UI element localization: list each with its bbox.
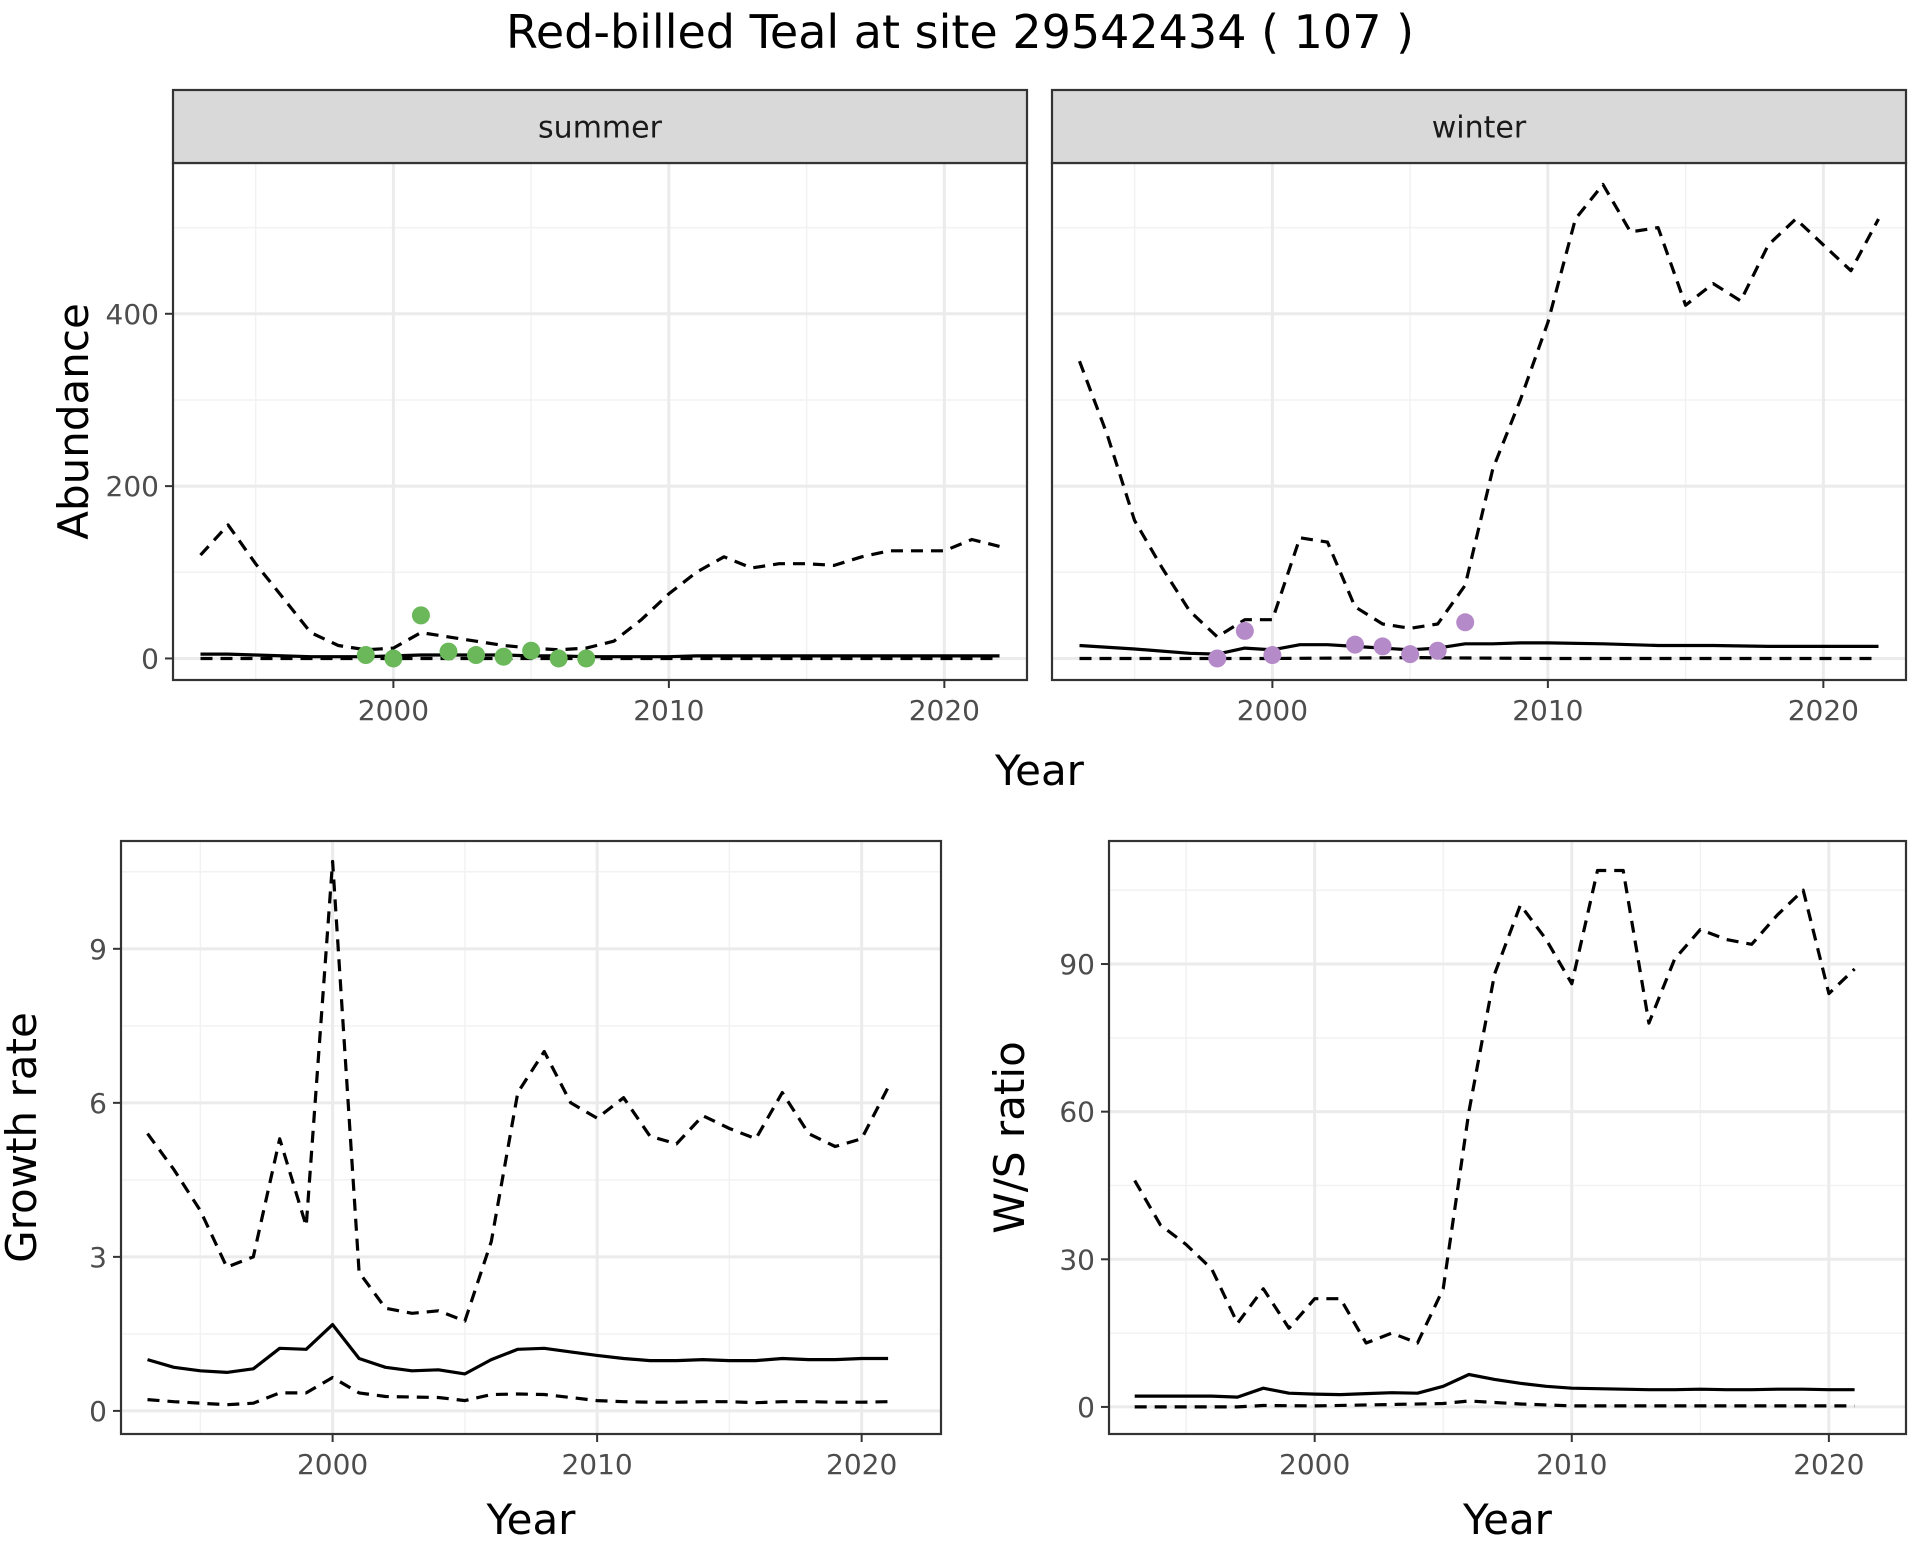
- series-line-2-dashed: [146, 859, 890, 1323]
- y-tick-label: 9: [89, 933, 107, 966]
- series-line-1-solid: [200, 652, 1000, 659]
- panel-growth: 2000 2010 2020 0 3 6 9 Growth rate Year: [0, 839, 943, 1544]
- series-line-2-dashed: [1078, 182, 1880, 639]
- x-tick-label: 2010: [1512, 694, 1583, 727]
- plot-background: [173, 163, 1027, 680]
- data-point-1999: [356, 646, 375, 665]
- plot-background: [1052, 163, 1906, 680]
- y-axis-title: Abundance: [49, 303, 98, 540]
- data-point-2006: [549, 649, 568, 668]
- y-tick-label: 30: [1059, 1243, 1095, 1276]
- series-line-2-dashed: [1133, 868, 1856, 1345]
- data-point-2000: [384, 649, 403, 668]
- series-line-3-dashed: [1134, 1399, 1855, 1409]
- x-tick-label: 2000: [358, 694, 429, 727]
- series-line-2-dashed: [199, 523, 1000, 652]
- y-axis-title: W/S ratio: [985, 1041, 1034, 1234]
- x-tick-label: 2020: [1788, 694, 1859, 727]
- y-axis-title: Growth rate: [0, 1012, 46, 1263]
- series-line-1-solid: [1079, 641, 1879, 656]
- series-line-1-solid: [147, 1323, 889, 1376]
- series-line-3-dashed: [147, 1375, 889, 1407]
- data-point-2007: [1456, 613, 1475, 632]
- top-row-x-axis-title: Year: [994, 746, 1085, 795]
- panel-winter: winter 2000 2010 2020: [1050, 88, 1908, 727]
- figure-title: Red-billed Teal at site 29542434 ( 107 ): [506, 5, 1414, 59]
- data-point-1999: [1235, 621, 1254, 640]
- x-tick-label: 2010: [1536, 1448, 1607, 1481]
- x-tick-label: 2000: [297, 1448, 368, 1481]
- x-tick-label: 2010: [633, 694, 704, 727]
- y-tick-label: 0: [89, 1395, 107, 1428]
- x-tick-label: 2020: [826, 1448, 897, 1481]
- y-tick-label: 200: [106, 470, 159, 503]
- y-tick-label: 6: [89, 1087, 107, 1120]
- facet-strip: [1050, 88, 1908, 165]
- y-tick-label: 60: [1059, 1096, 1095, 1129]
- x-tick-label: 2020: [909, 694, 980, 727]
- x-tick-label: 2020: [1793, 1448, 1864, 1481]
- y-tick-label: 0: [1077, 1391, 1095, 1424]
- plot-background: [1109, 841, 1906, 1434]
- x-tick-label: 2000: [1279, 1448, 1350, 1481]
- data-point-1998: [1208, 649, 1227, 668]
- data-point-2000: [1263, 646, 1282, 665]
- data-point-2005: [1401, 645, 1420, 664]
- data-point-2002: [439, 642, 458, 661]
- data-point-2001: [411, 606, 430, 625]
- data-point-2003: [467, 646, 486, 665]
- plot-background: [121, 841, 941, 1434]
- data-point-2005: [522, 641, 541, 660]
- series-line-1-solid: [1134, 1372, 1855, 1399]
- data-point-2004: [494, 647, 513, 666]
- x-tick-label: 2010: [561, 1448, 632, 1481]
- facet-strip-label: winter: [1432, 111, 1527, 146]
- panel-ratio: 2000 2010 2020 0 30 60 90 W/S ratio Year: [985, 839, 1908, 1544]
- facet-strip: [171, 88, 1029, 165]
- y-tick-label: 0: [141, 642, 159, 675]
- panel-border: [119, 839, 943, 1436]
- data-point-2003: [1346, 635, 1365, 654]
- x-axis-title: Year: [1462, 1495, 1553, 1544]
- data-point-2004: [1373, 637, 1392, 656]
- y-tick-label: 90: [1059, 948, 1095, 981]
- data-point-2007: [577, 649, 596, 668]
- x-tick-label: 2000: [1237, 694, 1308, 727]
- x-axis-title: Year: [486, 1495, 577, 1544]
- y-tick-label: 3: [89, 1241, 107, 1274]
- facet-strip-label: summer: [538, 111, 663, 146]
- data-point-2006: [1428, 641, 1447, 660]
- y-tick-label: 400: [106, 298, 159, 331]
- panel-border: [1107, 839, 1908, 1436]
